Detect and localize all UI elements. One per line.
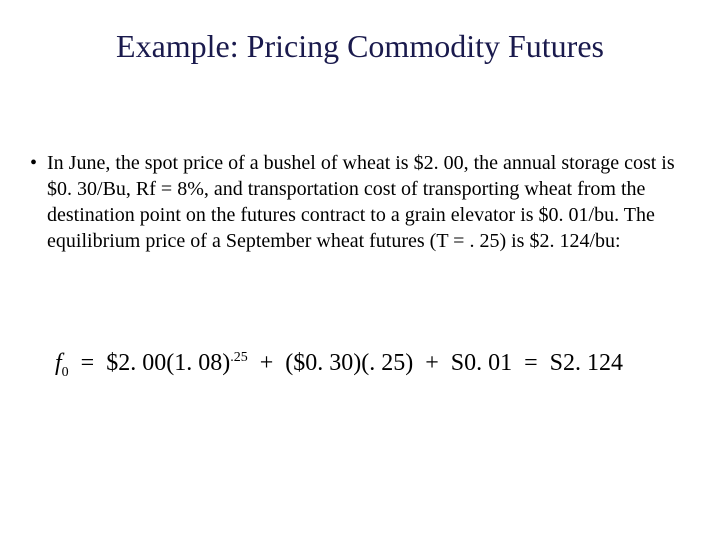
body-area: • In June, the spot price of a bushel of… — [30, 150, 690, 254]
bullet-mark: • — [30, 150, 37, 176]
bullet-item: • In June, the spot price of a bushel of… — [30, 150, 690, 254]
term-spot: $2. 00(1. 08) — [106, 350, 230, 376]
equals-2: = — [518, 350, 544, 376]
equals-1: = — [75, 350, 101, 376]
slide: Example: Pricing Commodity Futures • In … — [0, 0, 720, 540]
equation: f0 = $2. 00(1. 08).25 + ($0. 30)(. 25) +… — [55, 350, 623, 377]
exp-25: .25 — [230, 350, 248, 365]
plus-2: + — [419, 350, 445, 376]
plus-1: + — [254, 350, 280, 376]
sub-0: 0 — [62, 365, 69, 380]
slide-title: Example: Pricing Commodity Futures — [0, 28, 720, 65]
term-storage: ($0. 30)(. 25) — [285, 350, 413, 376]
term-result: S2. 124 — [550, 350, 623, 376]
var-f: f — [55, 350, 62, 376]
bullet-text: In June, the spot price of a bushel of w… — [47, 150, 690, 254]
term-transport: S0. 01 — [451, 350, 512, 376]
